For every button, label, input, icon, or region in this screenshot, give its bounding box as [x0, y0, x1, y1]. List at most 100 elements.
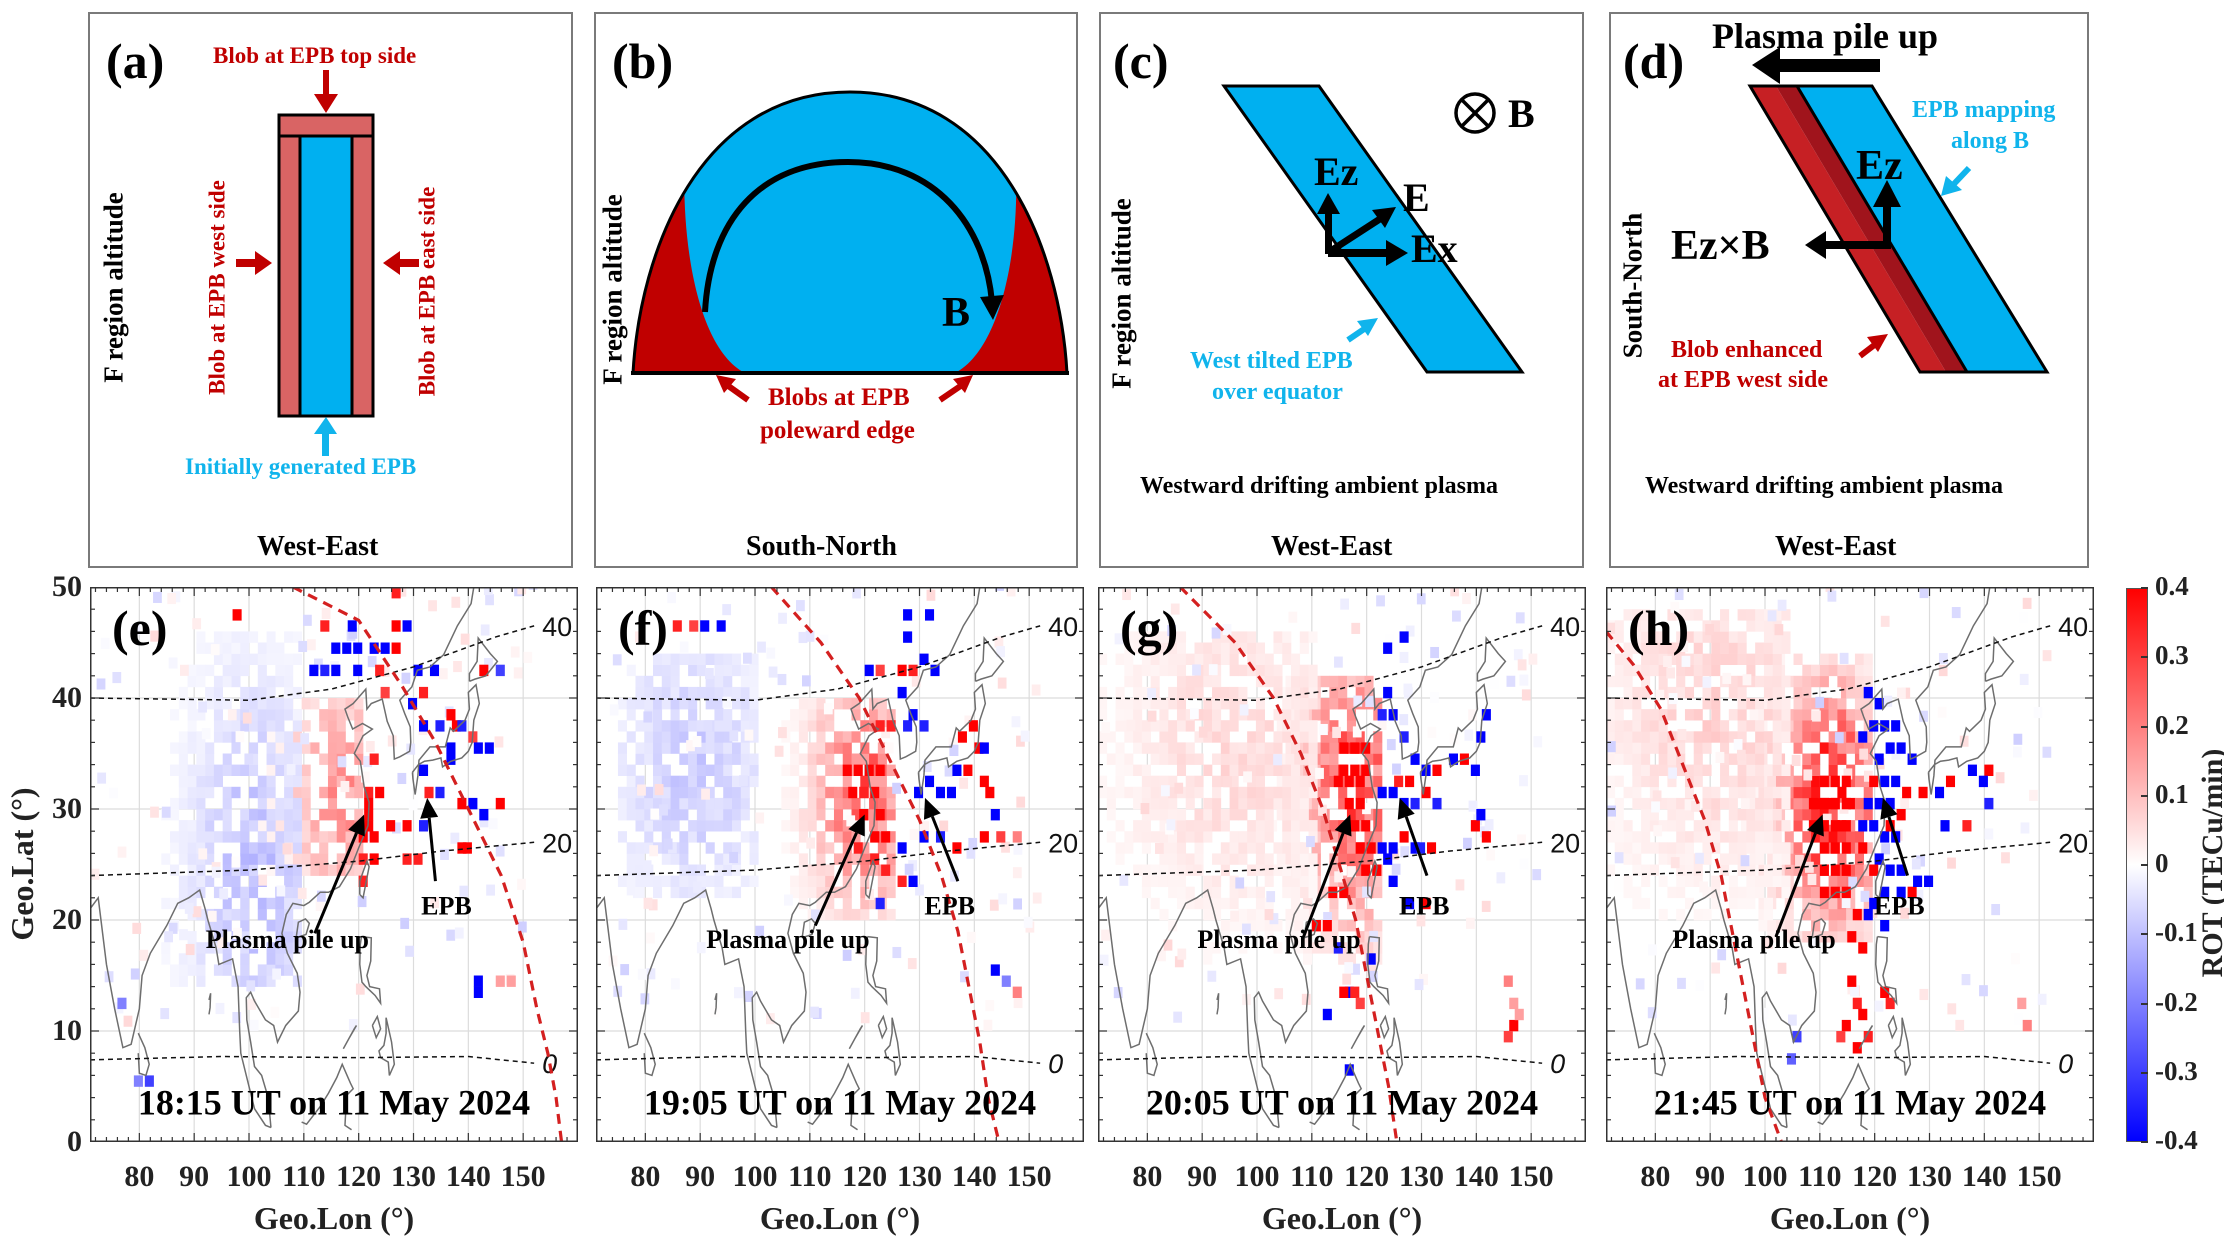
rot-cell	[869, 809, 879, 821]
rot-cell	[196, 953, 206, 965]
rot-cell	[1355, 797, 1365, 810]
rot-cell	[392, 822, 401, 834]
rot-cell	[1203, 942, 1213, 954]
rot-cell	[1176, 631, 1187, 643]
rot-cell	[1013, 843, 1023, 855]
rot-cell	[196, 942, 206, 954]
rot-cell	[1658, 875, 1668, 887]
rot-cell	[1115, 764, 1125, 776]
coastline	[807, 1062, 861, 1131]
rot-cell	[1176, 709, 1187, 721]
rot-cell	[292, 853, 302, 865]
rot-cell	[1991, 904, 2001, 916]
rot-cell	[1777, 962, 1787, 974]
rot-cell	[679, 686, 689, 699]
rot-cell	[1684, 764, 1695, 776]
rot-cell	[1329, 753, 1339, 765]
rot-cell	[996, 831, 1006, 843]
rot-cell	[1299, 709, 1309, 721]
rot-cell	[1711, 842, 1721, 854]
rot-cell	[1781, 842, 1791, 854]
rot-cell	[1238, 908, 1248, 921]
rot-cell	[1243, 771, 1252, 783]
rot-cell	[1863, 686, 1873, 699]
rot-cell	[842, 698, 852, 710]
rot-cell	[488, 818, 498, 830]
rot-cell	[213, 920, 223, 932]
rot-cell	[825, 720, 835, 732]
rot-cell	[446, 929, 456, 941]
rot-cell	[1755, 831, 1765, 843]
rot-cell	[1410, 797, 1420, 810]
rot-cell	[1159, 842, 1169, 854]
rot-cell	[1658, 709, 1668, 721]
rot-cell	[1203, 831, 1213, 843]
rot-cell	[670, 886, 680, 899]
maglat-label: 20	[1048, 828, 1078, 858]
rot-cell	[1623, 698, 1633, 710]
rot-cell	[740, 875, 750, 887]
rot-cell	[276, 885, 286, 897]
rot-cell	[1141, 775, 1151, 788]
rot-cell	[807, 764, 817, 776]
rot-cell	[1951, 606, 1961, 619]
rot-cell	[336, 698, 346, 710]
rot-cell	[1641, 642, 1651, 654]
rot-cell	[1772, 698, 1782, 710]
rot-cell	[1368, 970, 1378, 982]
rot-cell	[1802, 897, 1812, 910]
rot-cell	[1858, 842, 1868, 854]
colorbar-tick	[2141, 1002, 2148, 1005]
rot-cell	[774, 745, 784, 757]
rot-cell	[1362, 803, 1371, 815]
rot-cell	[1859, 748, 1869, 760]
rot-cell	[1247, 797, 1257, 810]
rot-cell	[1463, 837, 1472, 849]
maglat-label: 40	[1048, 612, 1078, 642]
rot-cell	[1350, 742, 1360, 754]
rot-cell	[170, 897, 180, 910]
rot-cell	[1350, 764, 1360, 776]
rot-cell	[1351, 622, 1361, 634]
rot-cell	[646, 932, 655, 944]
rot-cell	[1291, 653, 1301, 665]
rot-cell	[240, 764, 250, 776]
rot-cell	[1203, 875, 1213, 887]
rot-cell	[1693, 753, 1703, 765]
rot-cell	[1684, 686, 1695, 699]
rot-cell	[696, 686, 706, 699]
rot-cell	[1632, 764, 1642, 776]
rot-cell	[1854, 698, 1865, 710]
rot-cell	[1294, 908, 1304, 921]
rot-cell	[266, 642, 276, 654]
rot-cell	[2012, 746, 2022, 758]
rot-cell	[997, 677, 1007, 689]
rot-cell	[1746, 775, 1756, 788]
rot-cell	[661, 775, 671, 788]
rot-cell	[112, 672, 122, 684]
time-label: 21:45 UT on 11 May 2024	[1654, 1082, 2046, 1122]
rot-cell	[1238, 686, 1248, 699]
panel-d-ez-label: Ez	[1856, 143, 1903, 189]
rot-cell	[1874, 1000, 1884, 1012]
rot-cell	[275, 864, 285, 876]
rot-cell	[635, 809, 645, 821]
rot-cell	[626, 809, 636, 821]
rot-cell	[1846, 831, 1856, 843]
rot-cell	[1885, 742, 1895, 754]
rot-cell	[1229, 920, 1239, 932]
rot-cell	[960, 971, 969, 983]
coastline	[301, 1062, 355, 1131]
rot-cell	[1791, 754, 1801, 767]
rot-cell	[946, 786, 956, 799]
rot-cell	[310, 742, 320, 754]
rot-cell	[1346, 831, 1357, 843]
rot-cell	[1468, 800, 1478, 812]
rot-cell	[1880, 886, 1890, 899]
rot-cell	[1255, 764, 1265, 776]
rot-cell	[1229, 653, 1239, 665]
rot-cell	[723, 664, 733, 677]
rot-cells	[608, 587, 1042, 1031]
rot-cell	[860, 742, 870, 754]
